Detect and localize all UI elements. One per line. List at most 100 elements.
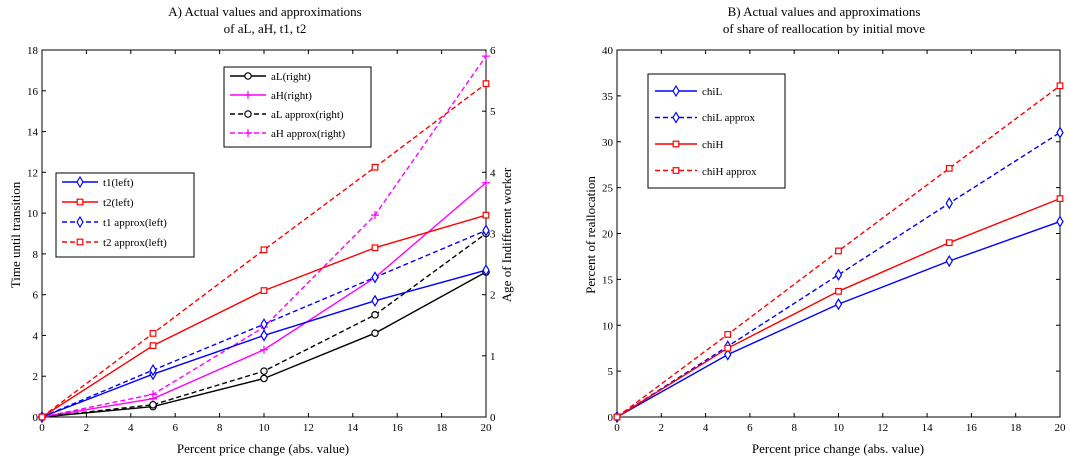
y-tick-label: 25 — [602, 183, 614, 195]
x-tick-label: 20 — [1055, 422, 1067, 434]
panel-a-y-axis-label: Time until transition — [8, 181, 23, 288]
x-tick-label: 16 — [966, 422, 978, 434]
panel-b-title-line2: of share of reallocation by initial move — [723, 21, 925, 36]
y-tick-label: 10 — [602, 320, 614, 332]
series-chil-approx — [613, 126, 1064, 424]
y-tick-label: 12 — [27, 167, 38, 179]
legend-swatch-marker — [244, 72, 252, 80]
data-point — [724, 331, 732, 338]
data-point — [149, 363, 157, 377]
y-right-tick-label: 3 — [490, 229, 496, 241]
legend-entry-chil: chiL — [702, 86, 722, 98]
legend-entry-chih: chiH — [702, 139, 723, 151]
legend-entry-al-right: aL(right) — [271, 71, 311, 83]
x-tick-label: 0 — [614, 422, 620, 434]
panel-b-y-axis-label: Percent of reallocation — [583, 176, 598, 294]
x-tick-label: 8 — [217, 422, 223, 434]
data-point — [945, 239, 953, 247]
y-tick-label: 8 — [33, 249, 39, 261]
data-point — [371, 163, 379, 171]
legend-swatch-marker — [672, 167, 680, 174]
y-tick-label: 10 — [27, 208, 39, 220]
legend-swatch-marker — [76, 175, 84, 189]
data-point — [482, 178, 490, 187]
panel-a-y-right-axis-label: Age of Indifferent worker — [499, 167, 514, 302]
x-tick-label: 6 — [747, 422, 753, 434]
panel-b: B) Actual values and approximations of s… — [583, 4, 1066, 456]
data-point — [371, 211, 379, 220]
x-tick-label: 18 — [1010, 422, 1022, 434]
x-tick-label: 14 — [347, 422, 359, 434]
panel-b-title-line1: B) Actual values and approximations — [728, 4, 921, 19]
data-point — [835, 287, 842, 295]
data-point — [260, 246, 268, 254]
y-right-tick-label: 6 — [490, 45, 496, 57]
panel-a-x-axis-label: Percent price change (abs. value) — [177, 441, 349, 456]
data-point — [724, 348, 732, 361]
y-tick-label: 4 — [33, 330, 39, 342]
legend-entry-ah-approx-right: aH approx(right) — [271, 128, 346, 140]
panel-a: A) Actual values and approximations of a… — [8, 4, 514, 456]
data-point — [149, 342, 157, 350]
legend-swatch-marker — [76, 238, 84, 246]
legend-entry-t1-left: t1(left) — [103, 177, 134, 189]
series-line — [41, 83, 487, 418]
data-point — [260, 367, 268, 375]
legend-entry-chih-approx: chiH approx — [702, 166, 757, 178]
legend-entry-t2-approx-left: t2 approx(left) — [103, 237, 167, 249]
data-point — [945, 164, 953, 172]
legend-swatch-marker — [672, 111, 680, 124]
data-point — [260, 374, 268, 383]
x-tick-label: 14 — [922, 422, 934, 434]
x-tick-label: 12 — [303, 422, 314, 434]
y-right-tick-label: 1 — [490, 351, 496, 363]
y-right-tick-label: 2 — [490, 290, 496, 302]
data-point — [945, 197, 953, 210]
data-point — [482, 211, 490, 219]
x-tick-label: 2 — [84, 422, 90, 434]
data-point — [149, 390, 157, 399]
legend-swatch-marker — [76, 215, 84, 229]
x-tick-label: 4 — [128, 422, 134, 434]
panel-b-x-axis-label: Percent price change (abs. value) — [752, 441, 924, 456]
panel-b-legend: chiL chiL approx chiH chiH approx — [647, 73, 786, 189]
legend-entry-t2-left: t2(left) — [103, 197, 134, 209]
y-tick-label: 18 — [27, 45, 39, 57]
legend-entry-al-approx-right: aL approx(right) — [271, 109, 344, 121]
legend-box — [647, 73, 786, 189]
legend-swatch-marker — [244, 91, 252, 99]
x-tick-label: 2 — [659, 422, 665, 434]
data-point — [149, 330, 157, 337]
data-point — [1056, 82, 1064, 90]
x-tick-label: 16 — [392, 422, 404, 434]
x-tick-label: 6 — [172, 422, 178, 434]
y-tick-label: 16 — [27, 86, 39, 98]
x-tick-label: 12 — [877, 422, 888, 434]
y-tick-label: 0 — [33, 412, 39, 424]
series-chil — [613, 215, 1064, 424]
y-tick-label: 20 — [602, 229, 614, 241]
legend-swatch-marker — [244, 129, 252, 137]
y-tick-label: 0 — [608, 412, 614, 424]
data-point — [482, 52, 490, 61]
data-point — [945, 254, 953, 268]
data-point — [371, 311, 379, 319]
legend-swatch-marker — [76, 198, 84, 206]
panel-a-legend-right: aL(right) aH(right) aL approx(right) aH … — [223, 66, 372, 148]
data-point — [724, 344, 732, 352]
y-right-tick-label: 4 — [490, 167, 496, 179]
legend-swatch-marker — [672, 140, 680, 148]
data-point — [38, 413, 46, 421]
data-point — [260, 287, 268, 294]
data-point — [835, 247, 842, 255]
y-right-tick-label: 5 — [490, 106, 496, 118]
data-point — [834, 268, 843, 281]
legend-entry-ah-right: aH(right) — [271, 90, 312, 102]
y-tick-label: 35 — [602, 91, 614, 103]
x-tick-label: 0 — [39, 422, 45, 434]
data-point — [371, 329, 379, 338]
data-point — [1056, 195, 1064, 203]
x-tick-label: 18 — [436, 422, 448, 434]
x-tick-label: 20 — [481, 422, 493, 434]
x-tick-label: 10 — [259, 422, 271, 434]
